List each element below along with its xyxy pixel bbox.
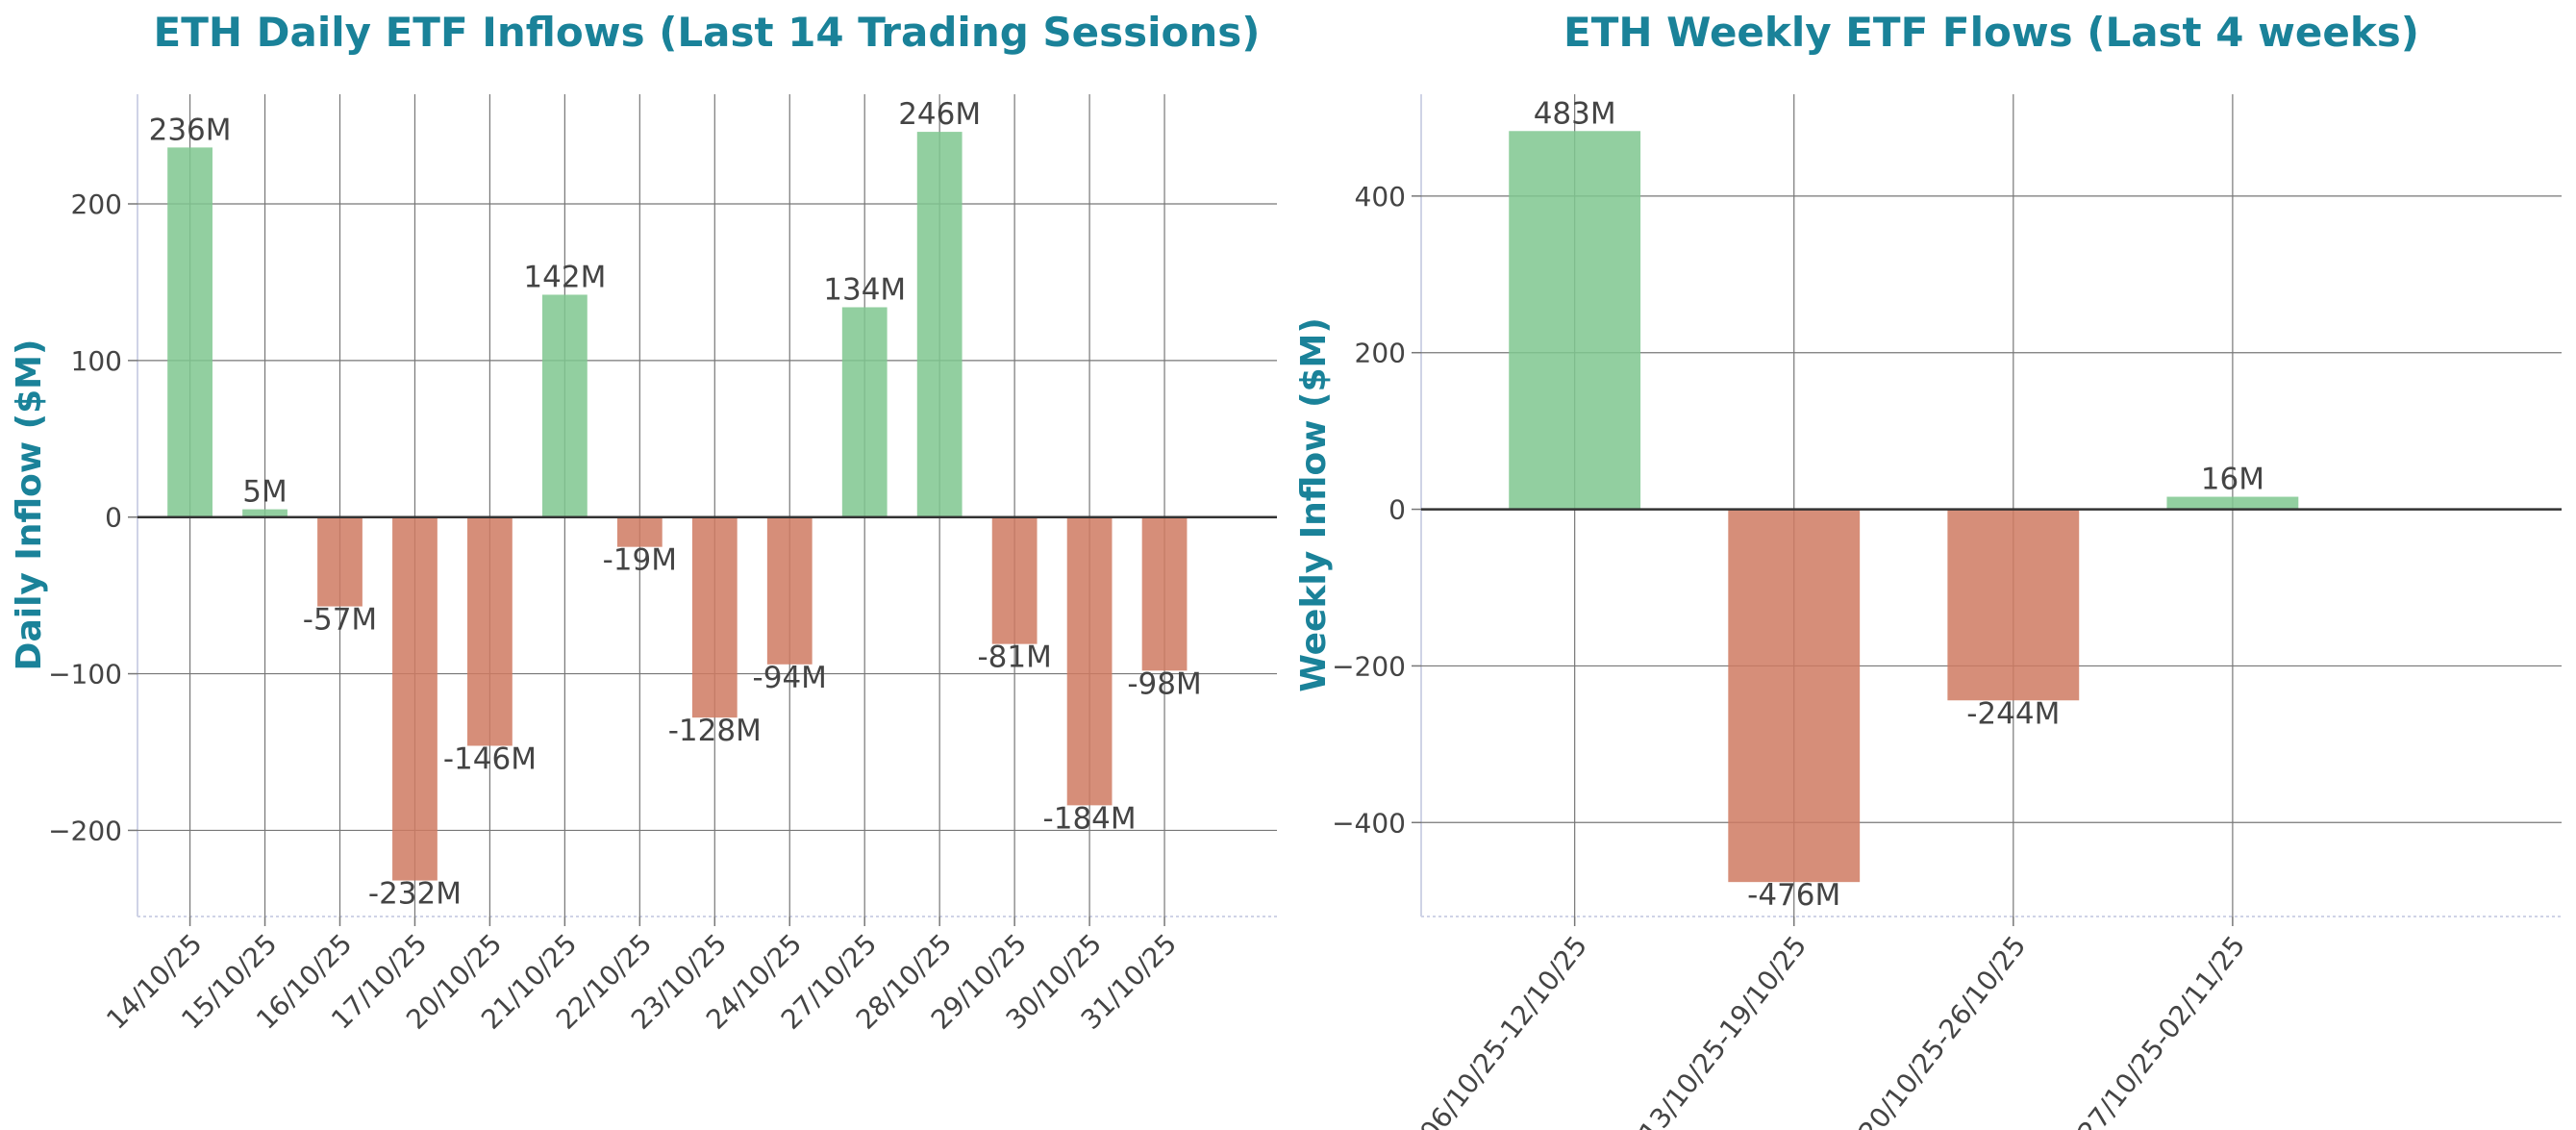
data-label: 134M xyxy=(823,272,906,307)
x-tick-label: 06/10/25-12/10/25 xyxy=(1413,930,1593,1130)
data-label: -19M xyxy=(603,543,677,578)
data-label: 16M xyxy=(2201,463,2264,497)
bar-16/10/25 xyxy=(317,516,363,607)
bar-21/10/25 xyxy=(541,294,588,517)
data-label: -94M xyxy=(753,661,827,695)
bar-27/10/25-02/11/25 xyxy=(2166,496,2299,510)
data-label: -232M xyxy=(368,877,462,912)
bar-13/10/25-19/10/25 xyxy=(1728,509,1861,883)
bar-22/10/25 xyxy=(616,516,663,547)
data-label: -146M xyxy=(443,741,537,776)
bar-28/10/25 xyxy=(916,132,963,517)
y-axis-label: Weekly Inflow ($M) xyxy=(1294,317,1334,692)
data-label: -98M xyxy=(1127,666,1201,701)
x-tick-label: 27/10/25-02/11/25 xyxy=(2071,930,2251,1130)
chart-panel-2: ETH Weekly ETF Flows (Last 4 weeks) Weekl… xyxy=(1294,9,2562,1130)
bar-14/10/25 xyxy=(167,147,213,517)
bar-29/10/25 xyxy=(991,516,1038,644)
y-axis-label: Daily Inflow ($M) xyxy=(10,339,49,671)
y-tick-label: −200 xyxy=(1332,650,1406,682)
bar-31/10/25 xyxy=(1141,516,1188,671)
data-label: -184M xyxy=(1043,801,1137,836)
x-tick-label: 13/10/25-19/10/25 xyxy=(1633,930,1813,1130)
bar-17/10/25 xyxy=(392,516,438,881)
y-tick-label: −400 xyxy=(1332,807,1406,839)
data-label: -244M xyxy=(1966,696,2060,731)
bar-24/10/25 xyxy=(766,516,813,665)
chart-title: ETH Daily ETF Inflows (Last 14 Trading S… xyxy=(154,9,1261,56)
data-label: 483M xyxy=(1534,96,1616,131)
bar-15/10/25 xyxy=(242,509,288,517)
data-label: -81M xyxy=(977,640,1051,675)
data-label: -476M xyxy=(1747,878,1840,913)
chart-title: ETH Weekly ETF Flows (Last 4 weeks) xyxy=(1563,9,2419,56)
chart-panel-1: ETH Daily ETF Inflows (Last 14 Trading S… xyxy=(10,9,1277,1036)
bar-06/10/25-12/10/25 xyxy=(1509,131,1641,510)
y-tick-label: 0 xyxy=(105,502,122,534)
bar-20/10/25 xyxy=(467,516,513,746)
bar-23/10/25 xyxy=(691,516,738,718)
bar-27/10/25 xyxy=(841,307,888,517)
y-tick-label: 200 xyxy=(1355,338,1406,369)
x-tick-label: 20/10/25-26/10/25 xyxy=(1852,930,2032,1130)
y-tick-label: −100 xyxy=(48,659,122,691)
data-label: -128M xyxy=(668,714,762,748)
data-label: -57M xyxy=(303,603,377,638)
bar-20/10/25-26/10/25 xyxy=(1947,509,2080,701)
y-tick-label: 0 xyxy=(1388,494,1406,526)
data-label: 142M xyxy=(523,260,606,294)
data-label: 5M xyxy=(242,475,287,510)
y-tick-label: 200 xyxy=(71,188,122,220)
y-tick-label: 400 xyxy=(1355,181,1406,213)
y-tick-label: −200 xyxy=(48,815,122,846)
data-label: 236M xyxy=(149,113,232,147)
y-tick-label: 100 xyxy=(71,345,122,377)
bar-30/10/25 xyxy=(1066,516,1113,806)
data-label: 246M xyxy=(898,97,981,132)
